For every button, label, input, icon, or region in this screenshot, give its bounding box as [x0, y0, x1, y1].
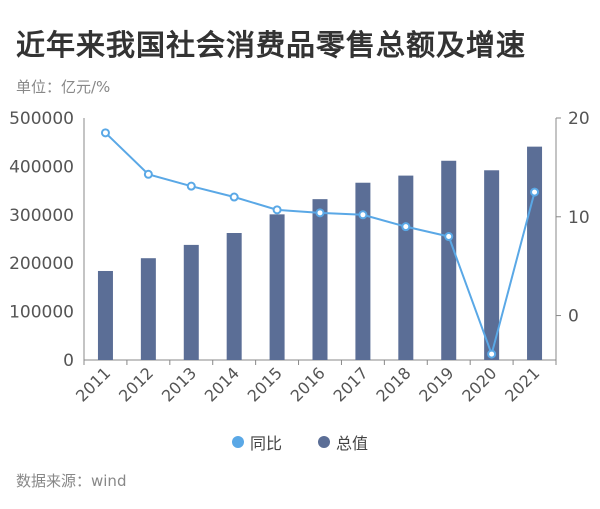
y-left-tick-label: 200000 [9, 254, 74, 274]
point-yoy [358, 210, 368, 220]
bar-total [312, 199, 328, 360]
point-yoy [100, 128, 110, 138]
x-tick-label: 2021 [501, 363, 543, 405]
legend-label-total: 总值 [336, 434, 369, 453]
y-left-tick-label: 400000 [9, 157, 74, 177]
legend-item-yoy[interactable]: 同比 [231, 430, 282, 454]
bar-total [484, 170, 500, 360]
point-yoy [186, 181, 196, 191]
y-right-tick-label: 10 [568, 208, 590, 228]
point-yoy [401, 222, 411, 232]
x-tick-label: 2017 [330, 363, 372, 405]
legend-label-yoy: 同比 [249, 434, 282, 453]
x-tick-label: 2012 [115, 363, 157, 405]
bar-total [441, 160, 457, 360]
x-tick-label: 2015 [244, 363, 286, 405]
point-yoy [272, 205, 282, 215]
bar-total [226, 233, 242, 360]
x-tick-label: 2013 [158, 363, 200, 405]
bar-total [355, 182, 371, 360]
y-left-tick-label: 300000 [9, 206, 74, 226]
bar-total [398, 175, 414, 360]
bar-total [527, 146, 543, 360]
x-tick-label: 2014 [201, 363, 243, 405]
bar-total [97, 270, 113, 360]
x-tick-label: 2020 [458, 363, 500, 405]
legend-item-total[interactable]: 总值 [318, 430, 368, 454]
point-yoy [315, 208, 325, 218]
bar-total [183, 244, 199, 360]
y-right-tick-label: 20 [568, 109, 590, 129]
x-tick-label: 2011 [72, 363, 114, 405]
legend: 同比 总值 [0, 430, 600, 454]
y-right-tick-label: 0 [568, 307, 579, 327]
point-yoy [530, 187, 540, 197]
bar-total [269, 214, 285, 360]
point-yoy [229, 192, 239, 202]
point-yoy [444, 232, 454, 242]
point-yoy [487, 349, 497, 359]
data-source: 数据来源：wind [16, 472, 127, 490]
x-tick-label: 2018 [372, 363, 414, 405]
legend-swatch-yoy [231, 436, 244, 448]
chart-title: 近年来我国社会消费品零售总额及增速 [16, 28, 527, 62]
point-yoy [143, 169, 153, 179]
y-left-tick-label: 500000 [9, 109, 74, 129]
y-left-tick-label: 0 [63, 351, 74, 371]
y-left-tick-label: 100000 [9, 303, 74, 323]
bar-total [140, 258, 156, 360]
legend-swatch-total [318, 436, 330, 448]
x-tick-label: 2019 [415, 363, 457, 405]
unit-label: 单位：亿元/% [16, 78, 111, 96]
x-tick-label: 2016 [287, 363, 329, 405]
